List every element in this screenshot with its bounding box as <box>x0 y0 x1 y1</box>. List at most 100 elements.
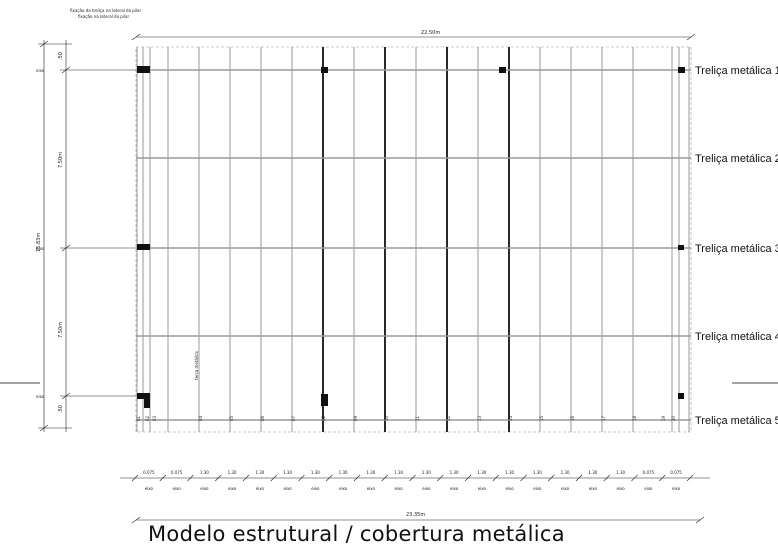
bottom-ticks <box>131 474 694 482</box>
spacing-label: 0.075 <box>143 470 155 475</box>
column-marker <box>678 67 685 73</box>
column-marker <box>321 394 328 406</box>
purlin-number: 20 <box>671 415 676 421</box>
eixo-label: eixo <box>644 486 653 491</box>
spacing-label: 0.075 <box>670 470 682 475</box>
eixo-label: eixo <box>450 486 459 491</box>
eixo-label: eixo <box>256 486 265 491</box>
spacing-label: 1.30 <box>505 470 514 475</box>
eixo-label: eixo <box>616 486 625 491</box>
purlin-group <box>136 47 690 432</box>
column-marker <box>678 245 684 250</box>
column-marker <box>137 244 150 250</box>
purlin-number: 10 <box>384 415 389 421</box>
spacing-labels: 0.075 eixo 0.075 eixo 1.30 eixo 1.30 eixo 1.30 ei… <box>143 470 682 491</box>
purlin-number: 16 <box>570 415 575 421</box>
spacing-label: 1.30 <box>311 470 320 475</box>
truss-label: Treliça metálica 4 <box>695 331 778 343</box>
purlin-number: 03 <box>152 415 157 421</box>
purlin-number: 07 <box>291 415 296 421</box>
eixo-label: eixo <box>283 486 292 491</box>
eixo-label-3: eixo <box>36 394 45 399</box>
eixo-label: eixo <box>367 486 376 491</box>
eixo-label: eixo <box>505 486 514 491</box>
eixo-label: eixo <box>228 486 237 491</box>
purlin-number: 05 <box>229 415 234 421</box>
spacing-label: 1.30 <box>477 470 486 475</box>
purlin-number: 18 <box>632 415 637 421</box>
offset-bottom-dim: .50 <box>58 405 64 413</box>
purlin-number: 19 <box>661 415 666 421</box>
eixo-label: eixo <box>394 486 403 491</box>
fixing-note-2: fixação na lateral do pilar <box>78 14 130 19</box>
truss-group <box>136 69 691 421</box>
eixo-label: eixo <box>145 486 154 491</box>
column-marker <box>137 66 150 73</box>
spacing-tick <box>520 474 527 482</box>
bay-lower-dim: 7.50m <box>58 322 64 338</box>
spacing-label: 1.30 <box>283 470 292 475</box>
purlin-number: 01 <box>136 415 141 421</box>
spacing-tick <box>326 474 333 482</box>
spacing-tick <box>575 474 583 482</box>
truss-label: Treliça metálica 3 <box>695 243 778 255</box>
truss-label: Treliça metálica 2 <box>695 153 778 165</box>
purlin-number: 02 <box>145 415 150 421</box>
purlin-number: 08 <box>321 415 326 421</box>
top-dimension <box>131 33 696 41</box>
truss-label: Treliça metálica 1 <box>695 65 778 77</box>
top-width-dim: 22.50m <box>421 30 440 36</box>
spacing-tick <box>659 474 666 482</box>
purlin-number: 13 <box>477 415 482 421</box>
eixo-label-1: eixo <box>36 68 45 73</box>
spacing-tick <box>159 474 166 482</box>
spacing-label: 1.30 <box>616 470 625 475</box>
eixo-label: eixo <box>561 486 570 491</box>
eixo-label: eixo <box>172 486 181 491</box>
eixo-label: eixo <box>672 486 681 491</box>
spacing-tick <box>270 474 277 482</box>
spacing-label: 0.075 <box>171 470 183 475</box>
purlin-number: 15 <box>539 415 544 421</box>
fixing-note-1: fixação da treliça na lateral do pilar <box>70 8 141 13</box>
eixo-label-2: eixo <box>36 246 45 251</box>
column-markers <box>137 66 685 408</box>
offset-top-dim: .50 <box>58 52 64 60</box>
spacing-label: 1.30 <box>200 470 209 475</box>
spacing-label: 1.30 <box>228 470 237 475</box>
bay-upper-dim: 7.50m <box>58 152 64 168</box>
spacing-label: 1.30 <box>255 470 264 475</box>
spacing-label: 1.30 <box>450 470 459 475</box>
left-dimensions <box>0 40 778 432</box>
column-marker <box>678 393 684 399</box>
spacing-label: 1.30 <box>394 470 403 475</box>
spacing-label: 1.30 <box>366 470 375 475</box>
column-marker <box>137 393 150 399</box>
purlin-number: 17 <box>601 415 606 421</box>
spacing-label: 1.30 <box>533 470 542 475</box>
spacing-tick <box>409 474 416 482</box>
terca-note: terça metálica <box>194 351 199 380</box>
spacing-tick <box>298 474 305 482</box>
spacing-tick <box>381 474 388 482</box>
spacing-tick <box>437 474 444 482</box>
eixo-label: eixo <box>478 486 487 491</box>
column-marker <box>144 396 150 408</box>
column-marker <box>321 67 328 73</box>
spacing-tick <box>548 474 555 482</box>
eixo-label: eixo <box>311 486 320 491</box>
spacing-tick <box>187 474 194 482</box>
purlin-number: 06 <box>260 415 265 421</box>
purlin-number: 11 <box>415 415 420 421</box>
spacing-tick <box>353 474 361 482</box>
spacing-tick <box>631 474 638 482</box>
eixo-label: eixo <box>339 486 348 491</box>
purlin-number: 09 <box>353 415 358 421</box>
spacing-label: 1.30 <box>339 470 348 475</box>
spacing-label: 1.30 <box>588 470 597 475</box>
column-marker <box>499 67 506 73</box>
spacing-label: 1.30 <box>561 470 570 475</box>
spacing-tick <box>603 474 610 482</box>
bottom-width-dim: 23.35m <box>406 512 425 518</box>
